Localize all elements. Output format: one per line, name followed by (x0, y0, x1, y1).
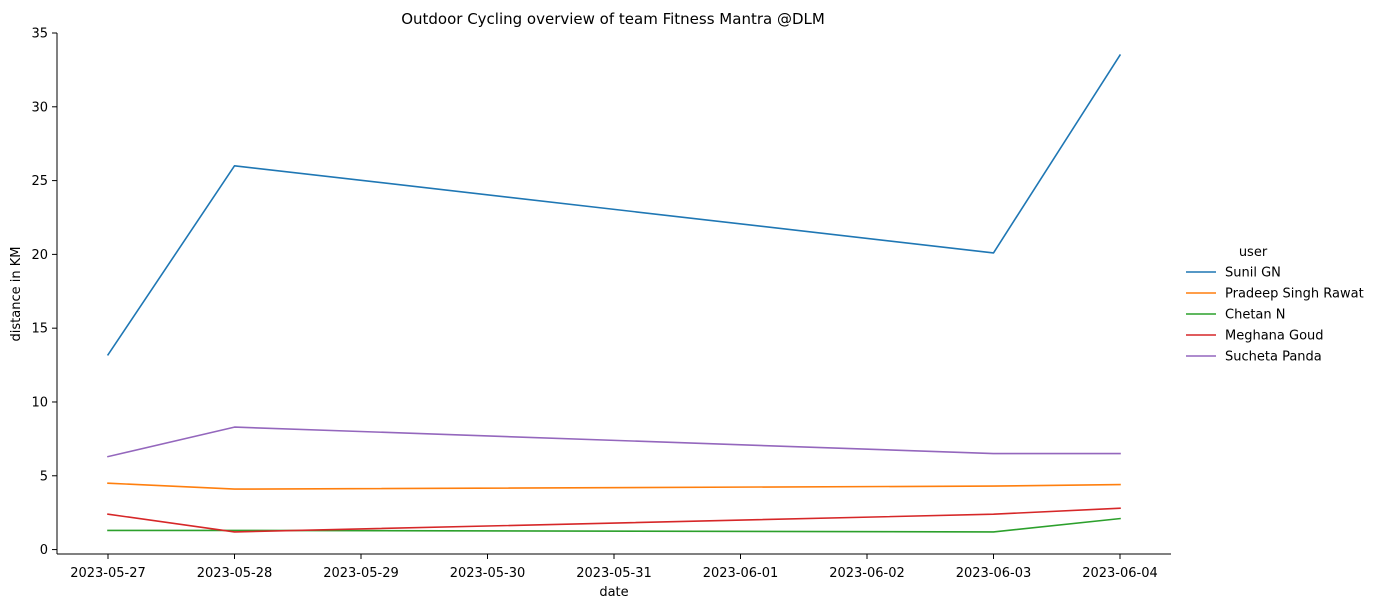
x-tick-label: 2023-05-30 (450, 566, 526, 581)
series-line-5 (107, 426, 1121, 458)
y-tick-label: 25 (31, 174, 48, 189)
x-tick-label: 2023-05-31 (576, 566, 652, 581)
y-ticks: 0 5 10 15 20 25 30 35 (31, 27, 57, 558)
chart-title: Outdoor Cycling overview of team Fitness… (401, 10, 825, 28)
y-tick-label: 0 (40, 543, 48, 558)
legend-label: Meghana Goud (1225, 329, 1324, 344)
series-line-1 (106, 53, 1122, 356)
legend-title: user (1239, 245, 1268, 260)
x-axis-title: date (599, 585, 628, 600)
x-ticks: 2023-05-27 2023-05-28 2023-05-29 2023-05-30… (70, 554, 1158, 581)
legend-label: Pradeep Singh Rawat (1225, 287, 1364, 302)
y-tick-label: 5 (40, 469, 48, 484)
series-line-4 (107, 507, 1121, 533)
x-tick-label: 2023-05-29 (323, 566, 399, 581)
x-tick-label: 2023-06-01 (703, 566, 779, 581)
x-tick-label: 2023-05-28 (197, 566, 273, 581)
y-tick-label: 10 (31, 395, 48, 410)
x-tick-label: 2023-06-04 (1082, 566, 1158, 581)
y-tick-label: 15 (31, 322, 48, 337)
series-line-3 (107, 517, 1121, 533)
y-axis-title: distance in KM (9, 247, 24, 342)
series-line-2 (107, 482, 1121, 490)
y-tick-label: 20 (31, 248, 48, 263)
x-tick-label: 2023-06-02 (829, 566, 905, 581)
legend-label: Chetan N (1225, 308, 1285, 323)
legend: user Sunil GN Pradeep Singh Rawat Chetan N… (1186, 245, 1364, 365)
axes (56, 33, 1171, 555)
series-lines (106, 53, 1122, 533)
y-tick-label: 30 (31, 100, 48, 115)
y-tick-label: 35 (31, 27, 48, 42)
x-tick-label: 2023-05-27 (70, 566, 146, 581)
legend-label: Sunil GN (1225, 266, 1281, 281)
x-tick-label: 2023-06-03 (956, 566, 1032, 581)
legend-label: Sucheta Panda (1225, 350, 1322, 365)
